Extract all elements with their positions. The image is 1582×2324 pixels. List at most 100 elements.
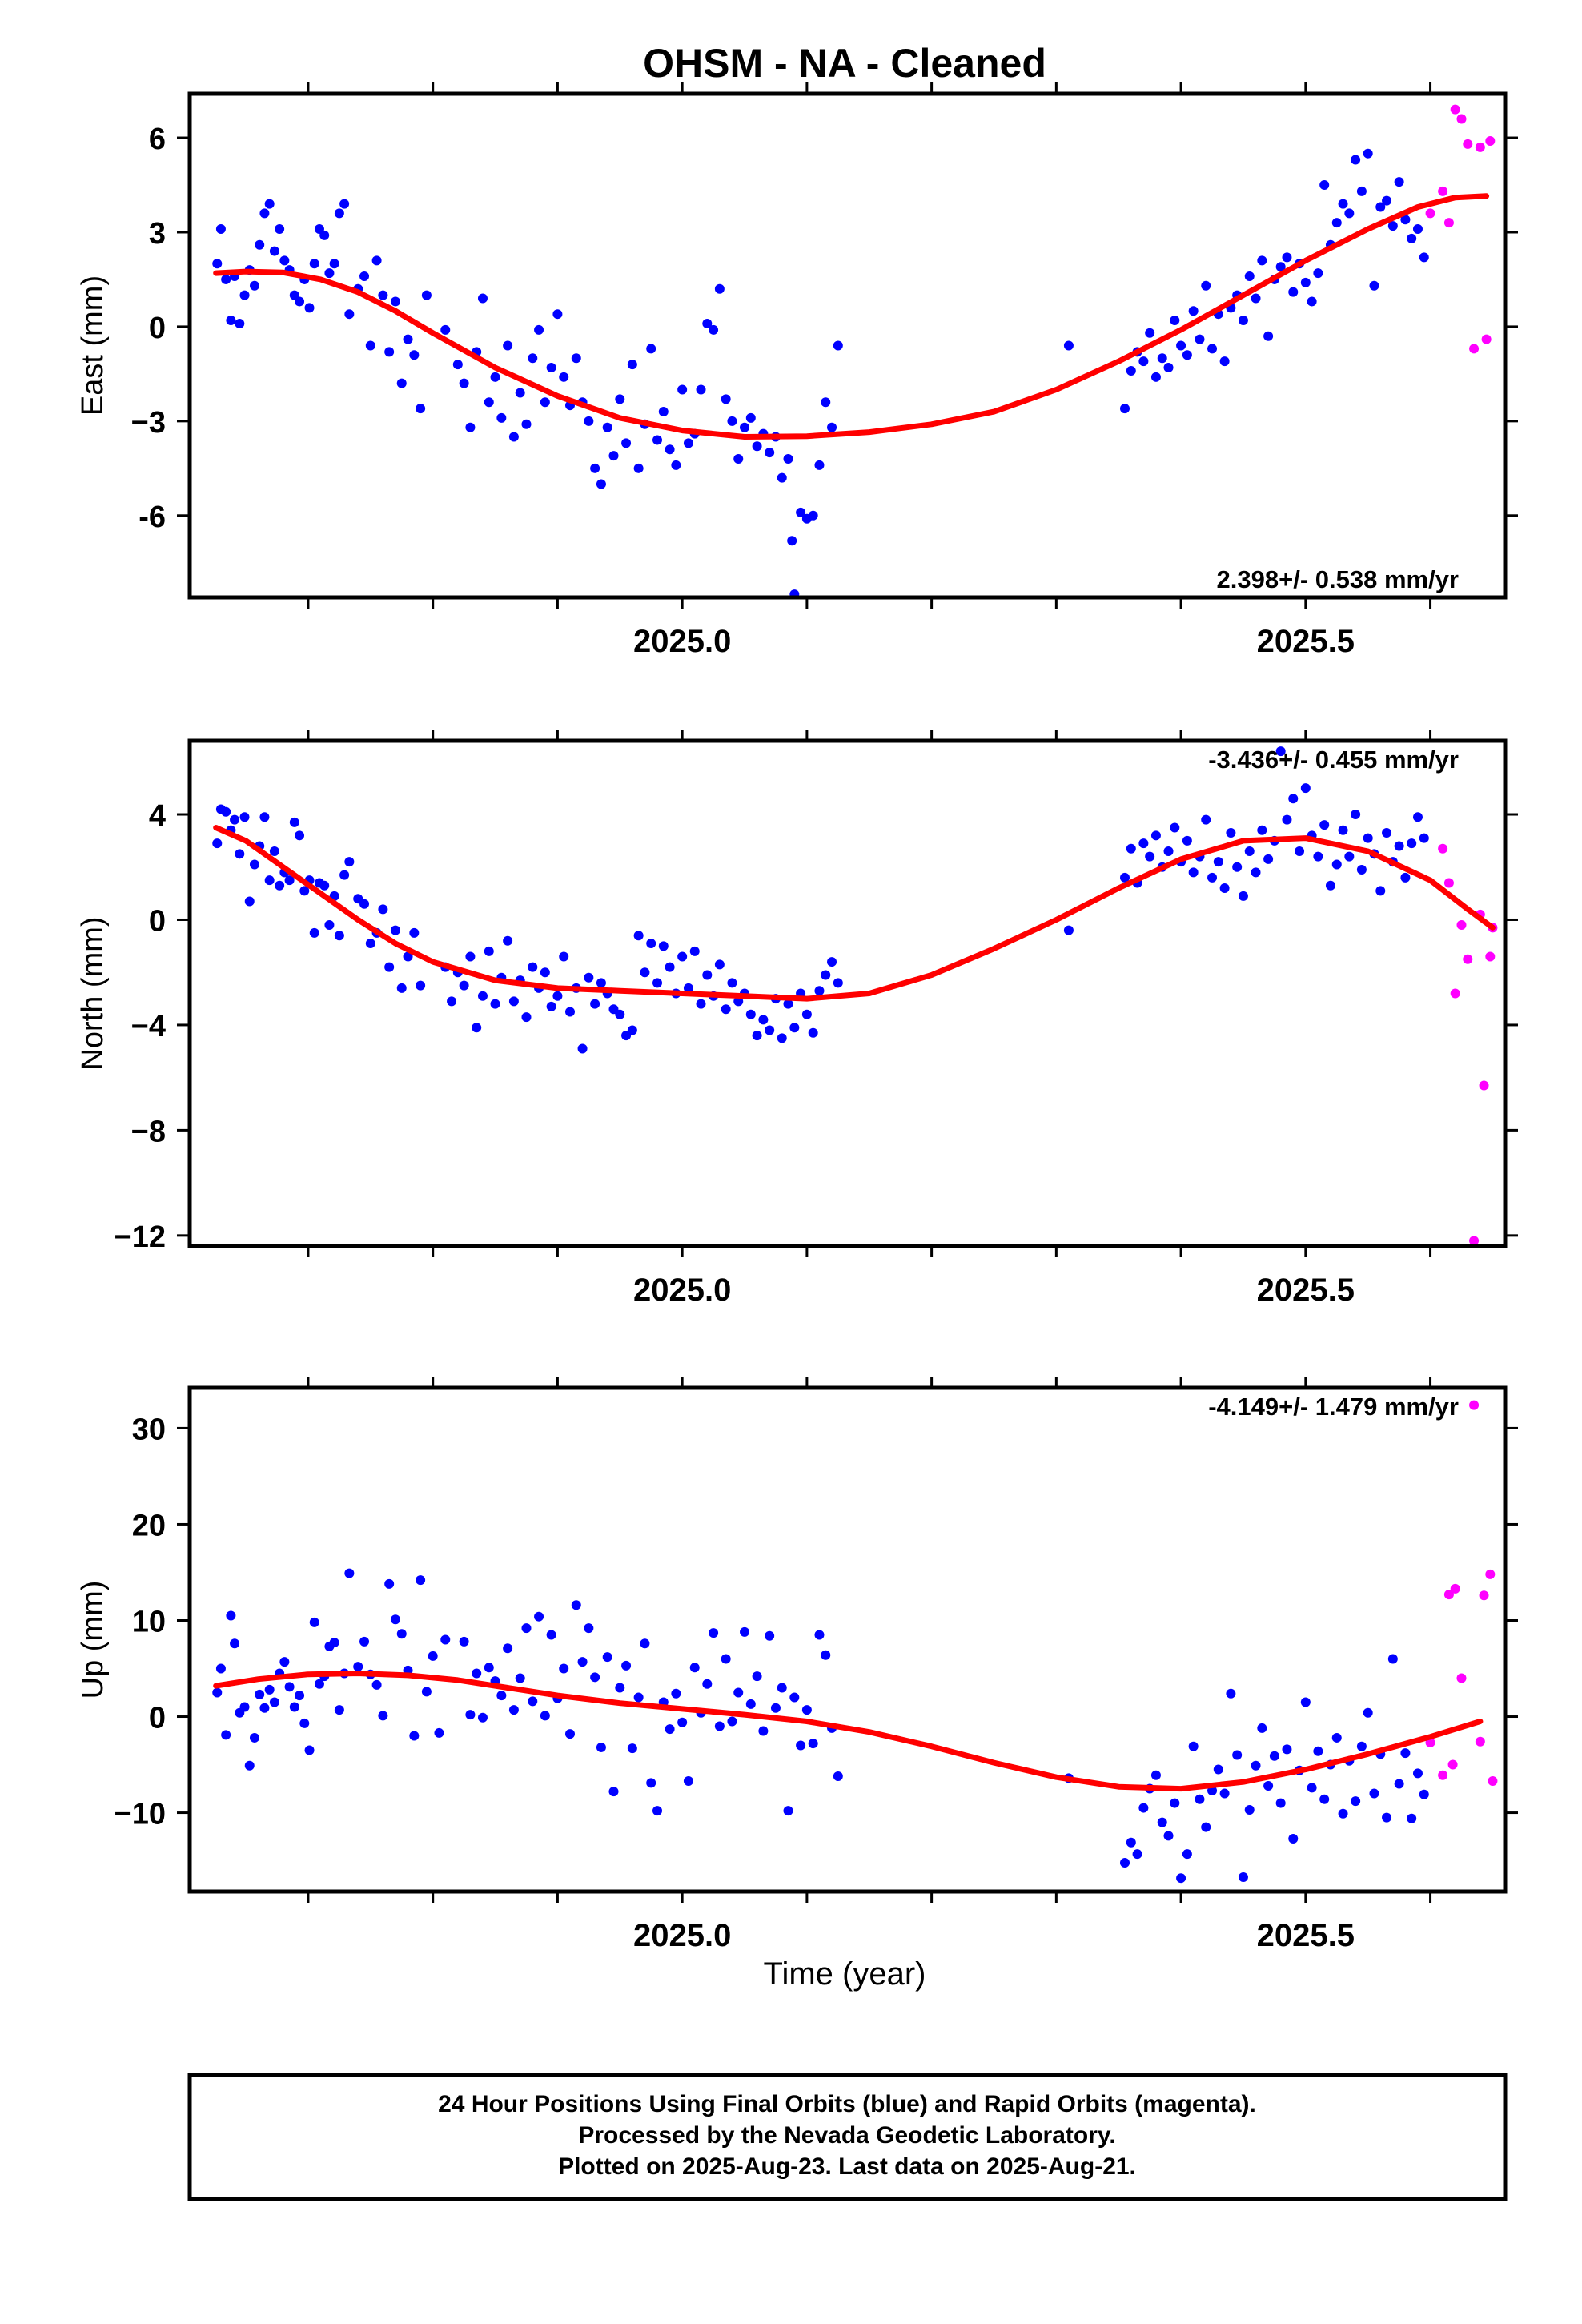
y-axis-label: East (mm) [76, 275, 110, 416]
panel-1: 6 3 0 −3 -6 2025.0 2025.5 East (mm) 2.398+/- 0.5… [76, 82, 1518, 659]
final-point [827, 957, 837, 967]
final-point [702, 1679, 713, 1689]
footer-line-1: 24 Hour Positions Using Final Orbits (bl… [438, 2091, 1256, 2117]
y-tick-label: 0 [149, 904, 166, 938]
final-point [1369, 1788, 1379, 1799]
final-point [1344, 851, 1355, 862]
final-point [365, 340, 375, 351]
final-point [230, 814, 240, 825]
final-point [602, 422, 612, 432]
final-point [721, 394, 731, 404]
final-point [709, 324, 719, 335]
final-point [1138, 838, 1149, 849]
final-point [590, 1672, 600, 1683]
final-point [503, 935, 513, 946]
final-point [821, 397, 831, 408]
final-point [627, 360, 637, 370]
final-point [309, 927, 319, 938]
final-point [571, 353, 581, 364]
final-point [534, 324, 544, 335]
final-point [1394, 841, 1404, 851]
final-point [521, 419, 532, 429]
final-point [353, 1662, 363, 1672]
final-point [814, 460, 825, 470]
final-point [477, 991, 488, 1001]
final-point [559, 1663, 569, 1674]
final-point [221, 806, 231, 817]
final-point [646, 344, 656, 354]
final-point [1288, 794, 1299, 804]
y-tick-label: 3 [149, 217, 166, 251]
final-point [596, 978, 606, 988]
final-point [472, 1023, 482, 1033]
final-point [309, 259, 319, 269]
footer-line-2: Processed by the Nevada Geodetic Laborat… [578, 2122, 1115, 2149]
final-point [1419, 1789, 1429, 1799]
rapid-point [1438, 843, 1448, 854]
final-point [1170, 1798, 1180, 1808]
final-point [777, 1033, 787, 1043]
final-point [789, 1023, 800, 1033]
final-point [596, 1742, 606, 1752]
final-point [714, 1721, 725, 1731]
final-point [465, 951, 476, 962]
final-point [1407, 838, 1417, 849]
final-point [1263, 1780, 1274, 1791]
final-point [546, 363, 556, 373]
final-point [615, 1009, 625, 1019]
final-point [230, 1638, 240, 1649]
chart-title: OHSM - NA - Cleaned [643, 41, 1046, 86]
final-point [1163, 846, 1174, 857]
final-point [584, 972, 594, 983]
final-point [1195, 1794, 1205, 1804]
final-point [777, 472, 787, 483]
final-point [319, 230, 330, 240]
final-point [1356, 186, 1367, 196]
rapid-point [1443, 1590, 1454, 1600]
final-point [590, 999, 600, 1009]
y-axis-label: North (mm) [76, 916, 110, 1070]
final-point [540, 397, 550, 408]
final-point [484, 946, 494, 956]
final-point [1163, 1831, 1174, 1841]
final-point [477, 293, 488, 304]
final-point [508, 1705, 519, 1715]
rapid-point [1485, 951, 1496, 962]
final-point [702, 970, 713, 980]
final-point [796, 1740, 806, 1751]
data-layer [212, 104, 1496, 597]
rapid-point [1488, 1775, 1498, 1786]
rapid-point [1481, 334, 1492, 344]
final-point [264, 875, 275, 886]
final-point [1400, 215, 1411, 225]
final-point [465, 1710, 476, 1720]
final-point [627, 1743, 637, 1754]
final-point [503, 340, 513, 351]
final-point [390, 296, 400, 307]
final-point [329, 259, 339, 269]
final-point [1338, 825, 1348, 835]
final-point [259, 812, 270, 822]
final-point [827, 422, 837, 432]
final-point [546, 1630, 556, 1640]
rapid-point [1479, 1080, 1489, 1091]
final-point [396, 378, 407, 388]
final-point [721, 1004, 731, 1015]
final-point [1163, 363, 1174, 373]
final-point [1319, 820, 1330, 830]
final-point [1188, 867, 1199, 878]
final-point [269, 246, 279, 256]
final-point [1251, 293, 1261, 304]
rapid-point [1425, 208, 1435, 219]
final-point [249, 1732, 259, 1743]
rapid-point [1450, 104, 1460, 115]
x-tick-label: 2025.0 [633, 624, 731, 659]
final-point [1232, 862, 1243, 872]
final-point [508, 432, 519, 442]
final-point [646, 939, 656, 949]
final-point [515, 388, 525, 398]
final-point [571, 1600, 581, 1610]
final-point [384, 962, 395, 972]
final-point [239, 1702, 250, 1712]
final-point [212, 1687, 223, 1698]
